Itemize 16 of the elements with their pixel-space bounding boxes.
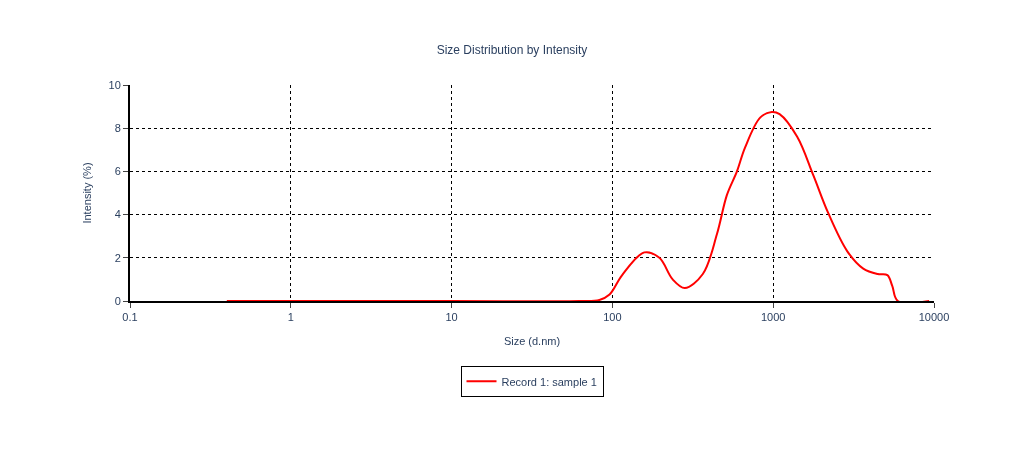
y-tick-label: 6: [114, 165, 121, 178]
y-tick-label: 10: [108, 78, 121, 91]
x-tick-label: 1: [287, 311, 294, 324]
y-tick-label: 2: [114, 251, 121, 264]
legend-label: Record 1: sample 1: [501, 375, 597, 388]
x-tick-label: 1000: [760, 311, 786, 324]
x-tick-label: 100: [603, 311, 622, 324]
x-axis-title: Size (d.nm): [503, 334, 561, 347]
y-tick-label: 4: [114, 208, 121, 221]
chart-title: Size Distribution by Intensity: [436, 43, 588, 57]
y-axis-title: Intensity (%): [80, 162, 93, 224]
x-tick-label: 0.1: [122, 311, 138, 324]
x-tick-label: 10000: [918, 311, 950, 324]
y-tick-label: 0: [114, 294, 121, 307]
x-tick-label: 10: [445, 311, 458, 324]
y-tick-label: 8: [114, 122, 121, 135]
